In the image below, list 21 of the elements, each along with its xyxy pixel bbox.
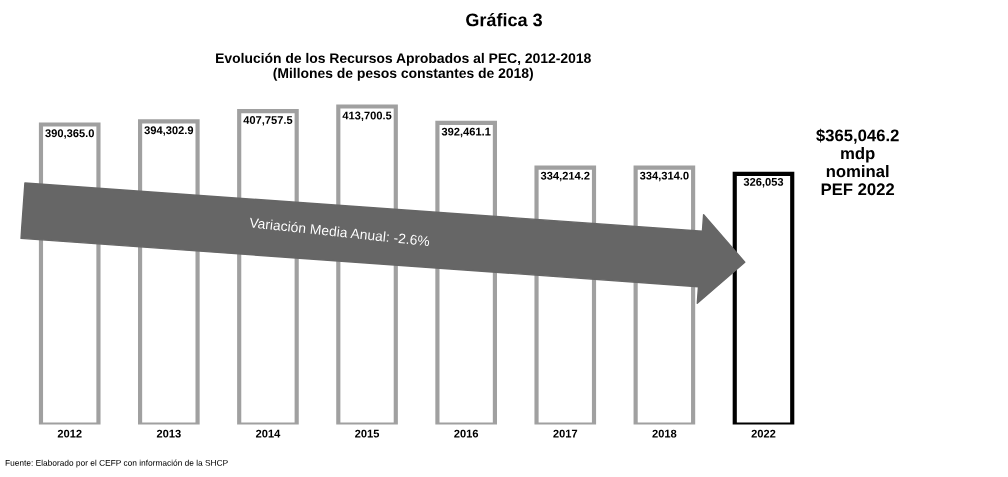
data-label: 392,461.1 [441, 127, 491, 138]
source-note: Fuente: Elaborado por el CEFP con información de la SHCP [5, 459, 228, 468]
x-tick-label: 2016 [454, 429, 479, 438]
data-label: 334,314.0 [639, 171, 689, 182]
x-tick-label: 2018 [652, 429, 677, 438]
data-label: 407,757.5 [243, 116, 293, 126]
data-label: 390,365.0 [45, 129, 94, 139]
x-tick-label: 2015 [355, 429, 380, 438]
text: $365,046.2 mdp nominal PEF 2022 [816, 128, 899, 196]
chart-title: Gráfica 3 [466, 12, 542, 27]
x-tick-label: 2017 [553, 429, 578, 438]
x-tick-label: 2012 [57, 429, 82, 438]
x-tick-label: 2013 [156, 429, 181, 438]
chart-subtitle: Evolución de los Recursos Aprobados al PEC, 2012-2018 (Millones de pesos constantes de 2018) [216, 52, 591, 81]
x-tick-label: 2014 [255, 429, 281, 438]
data-label: 334,214.2 [540, 171, 590, 182]
data-label: 394,302.9 [144, 126, 194, 136]
data-label: 326,053 [743, 177, 784, 188]
data-label: 413,700.5 [342, 111, 392, 122]
x-tick-label: 2022 [751, 429, 776, 438]
annotation: Variación Media Anual: -2.6% [249, 217, 430, 247]
